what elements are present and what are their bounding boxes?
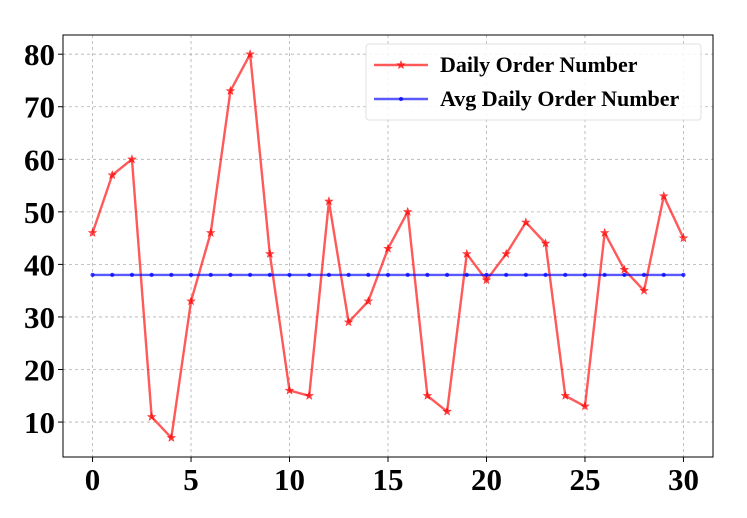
legend-label: Daily Order Number bbox=[440, 52, 638, 77]
data-point bbox=[501, 248, 511, 258]
data-point bbox=[422, 390, 433, 400]
data-point bbox=[402, 206, 413, 216]
x-tick-label: 20 bbox=[471, 462, 502, 497]
legend-entry-0: Daily Order Number bbox=[374, 52, 638, 77]
data-point bbox=[267, 272, 272, 278]
y-tick-label: 80 bbox=[24, 37, 55, 72]
data-point bbox=[383, 243, 393, 253]
x-tick-label: 5 bbox=[183, 462, 199, 497]
data-point bbox=[681, 272, 686, 278]
data-point bbox=[129, 272, 135, 278]
data-point bbox=[205, 227, 216, 237]
data-point bbox=[442, 406, 452, 416]
data-point bbox=[385, 272, 391, 278]
axis-ticks: 0 5 10 15 20 25 30 10 20 30 40 50 60 70 80 bbox=[24, 37, 699, 497]
data-point bbox=[186, 296, 196, 306]
data-point bbox=[169, 272, 174, 278]
data-point bbox=[346, 272, 351, 278]
data-point bbox=[602, 272, 607, 278]
data-point bbox=[149, 272, 154, 278]
data-point bbox=[425, 272, 430, 278]
data-point bbox=[461, 248, 472, 258]
data-point bbox=[284, 385, 295, 395]
data-point bbox=[484, 272, 489, 278]
y-tick-label: 40 bbox=[24, 247, 55, 282]
data-point bbox=[619, 264, 630, 274]
x-tick-label: 15 bbox=[373, 462, 404, 497]
x-tick-label: 25 bbox=[569, 462, 600, 497]
data-point bbox=[326, 272, 332, 278]
data-point bbox=[622, 272, 627, 278]
data-point bbox=[580, 401, 590, 411]
data-point bbox=[245, 49, 255, 59]
data-point bbox=[444, 272, 450, 278]
data-point bbox=[582, 272, 588, 278]
y-tick-label: 70 bbox=[24, 90, 55, 125]
y-tick-label: 10 bbox=[24, 405, 55, 440]
data-point bbox=[661, 272, 666, 278]
legend-marker bbox=[398, 96, 404, 102]
data-point bbox=[324, 196, 334, 206]
legend-box bbox=[365, 43, 702, 121]
data-point bbox=[208, 272, 213, 278]
legend-entry-1: Avg Daily Order Number bbox=[374, 86, 680, 111]
data-point bbox=[166, 432, 177, 442]
y-tick-label: 60 bbox=[24, 142, 55, 177]
y-tick-label: 30 bbox=[24, 300, 55, 335]
data-point bbox=[110, 272, 115, 278]
data-point bbox=[481, 275, 492, 285]
y-tick-label: 20 bbox=[24, 352, 55, 387]
data-point bbox=[304, 390, 315, 400]
data-point bbox=[504, 272, 509, 278]
data-point bbox=[107, 169, 118, 180]
data-point bbox=[363, 296, 374, 306]
data-point bbox=[464, 272, 469, 278]
data-point bbox=[678, 233, 689, 243]
data-point bbox=[87, 227, 98, 237]
data-point bbox=[265, 248, 275, 258]
y-tick-label: 50 bbox=[24, 195, 55, 230]
data-point bbox=[343, 317, 354, 327]
data-point bbox=[560, 390, 571, 400]
data-point bbox=[228, 272, 233, 278]
series-1 bbox=[90, 272, 686, 278]
data-point bbox=[641, 272, 647, 278]
series-0 bbox=[87, 49, 689, 442]
data-point bbox=[599, 227, 610, 237]
data-point bbox=[543, 272, 548, 278]
legend-marker bbox=[396, 59, 406, 70]
x-tick-label: 0 bbox=[85, 462, 101, 497]
data-point bbox=[405, 272, 410, 278]
data-point bbox=[90, 272, 95, 278]
data-point bbox=[521, 217, 531, 227]
series-layer bbox=[87, 49, 689, 442]
data-point bbox=[287, 272, 292, 278]
data-point bbox=[307, 272, 312, 278]
data-point bbox=[127, 154, 137, 164]
data-point bbox=[658, 191, 669, 201]
x-tick-label: 10 bbox=[274, 462, 305, 497]
data-point bbox=[146, 411, 157, 421]
data-point bbox=[225, 85, 236, 96]
data-point bbox=[188, 272, 194, 278]
legend-label: Avg Daily Order Number bbox=[440, 86, 680, 111]
data-point bbox=[639, 285, 649, 295]
data-point bbox=[366, 272, 371, 278]
x-tick-label: 30 bbox=[668, 462, 699, 497]
data-point bbox=[523, 272, 528, 278]
legend: Daily Order Number Avg Daily Order Number bbox=[365, 43, 702, 121]
data-point bbox=[563, 272, 568, 278]
data-point bbox=[248, 272, 253, 278]
data-point bbox=[540, 238, 551, 248]
